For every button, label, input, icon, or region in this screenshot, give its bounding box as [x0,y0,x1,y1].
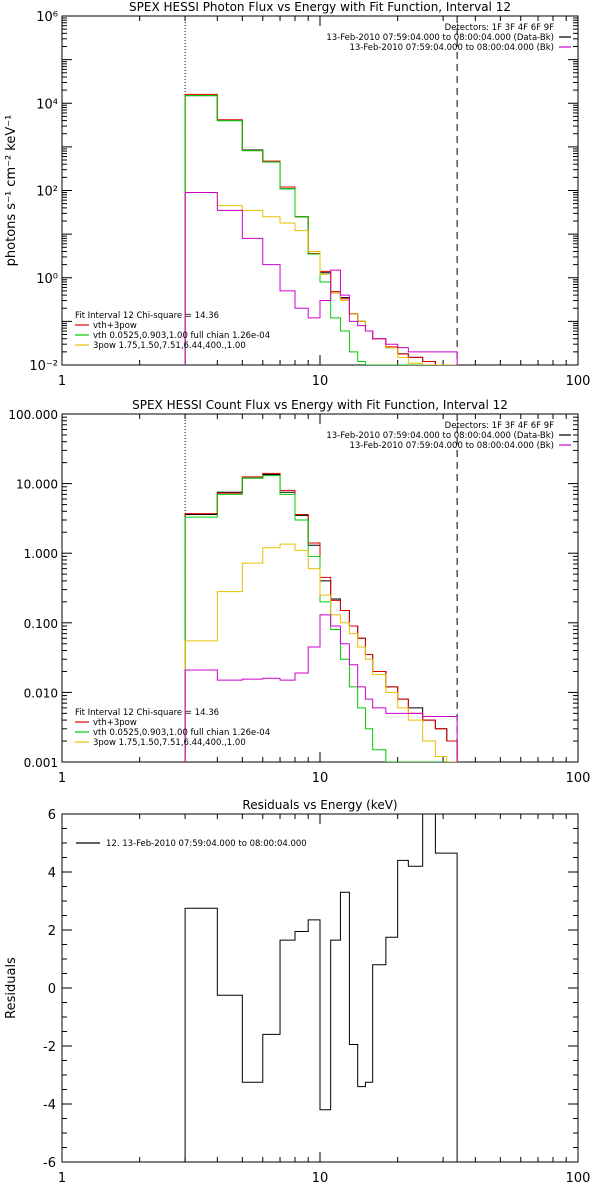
series-line-3 [184,95,458,365]
y-tick-label: -2 [43,1040,56,1055]
x-tick-label: 10 [312,771,329,786]
y-tick-label: 10² [36,185,58,200]
chart-3: Residuals vs Energy (keV) 1 10 100 -6 -4 -2 0 2 4… [4,798,590,1186]
x-tick-label: 10 [312,374,329,389]
info-line: 13-Feb-2010 07:59:04.000 to 08:00:04.000… [349,441,554,451]
y-tick-label: 4 [48,866,56,881]
legend-label: 12. 13-Feb-2010 07:59:04.000 to 08:00:04… [106,839,307,849]
x-tick-label: 100 [566,771,591,786]
x-tick-label: 1 [58,771,66,786]
y-tick-label: 10⁻² [29,359,58,374]
y-tick-label: 0.100 [24,617,58,631]
series-line-3 [184,475,458,762]
x-tick-label: 10 [312,1171,329,1186]
series-line-5 [184,614,458,762]
series-line-2 [184,472,458,762]
y-tick-label: 0.010 [24,686,58,700]
legend-label: vth 0.0525,0.903,1.00 full chian 1.26e-0… [93,331,270,341]
y-tick-label: 10⁴ [36,97,58,112]
series-line-1 [184,95,458,365]
info-line: Detectors: 1F 3F 4F 6F 9F [445,421,554,431]
y-tick-label: 10⁰ [36,272,58,287]
chart-2: SPEX HESSI Count Flux vs Energy with Fit… [8,398,590,786]
y-tick-label: 0.001 [24,756,58,770]
y-axis-label: Residuals [4,957,19,1019]
x-tick-label: 100 [566,374,591,389]
info-line: 13-Feb-2010 07:59:04.000 to 08:00:04.000… [326,431,554,441]
legend-label: vth+3pow [93,718,137,728]
chart-title: SPEX HESSI Count Flux vs Energy with Fit… [132,398,508,412]
y-tick-label: -4 [43,1098,56,1113]
series-line-4 [184,192,458,365]
legend-label: vth 0.0525,0.903,1.00 full chian 1.26e-0… [93,728,270,738]
x-tick-label: 1 [58,1171,66,1186]
info-line: 13-Feb-2010 07:59:04.000 to 08:00:04.000… [349,43,554,53]
y-axis-label: photons s⁻¹ cm⁻² keV⁻¹ [4,115,19,267]
x-tick-label: 100 [566,1171,591,1186]
series-line-1 [184,474,458,762]
y-tick-label: 10⁶ [36,10,58,25]
legend-label: 3pow 1.75,1.50,7.51,6.44,400.,1.00 [93,341,246,351]
x-tick-label: 1 [58,374,66,389]
legend-label: vth+3pow [93,321,137,331]
chart-title: SPEX HESSI Photon Flux vs Energy with Fi… [129,0,511,14]
y-tick-label: 100.000 [8,408,58,422]
series-line-4 [184,543,458,762]
fit-label: Fit Interval 12 Chi-square = 14.36 [75,708,219,718]
info-line: 13-Feb-2010 07:59:04.000 to 08:00:04.000… [326,33,554,43]
y-tick-label: 2 [48,924,56,939]
y-tick-label: 1.000 [24,547,58,561]
y-tick-label: 6 [48,808,56,823]
fit-label: Fit Interval 12 Chi-square = 14.36 [75,311,219,321]
y-tick-label: 10.000 [16,478,58,492]
legend-label: 3pow 1.75,1.50,7.51,6.44,400.,1.00 [93,738,246,748]
series-line-1 [184,814,458,1162]
y-tick-label: -6 [43,1156,56,1171]
chart-1: SPEX HESSI Photon Flux vs Energy with Fi… [4,0,590,389]
y-tick-label: 0 [48,982,56,997]
series-line-2 [184,93,458,365]
chart-title: Residuals vs Energy (keV) [242,798,397,812]
series-line-5 [184,192,458,365]
info-line: Detectors: 1F 3F 4F 6F 9F [445,23,554,33]
